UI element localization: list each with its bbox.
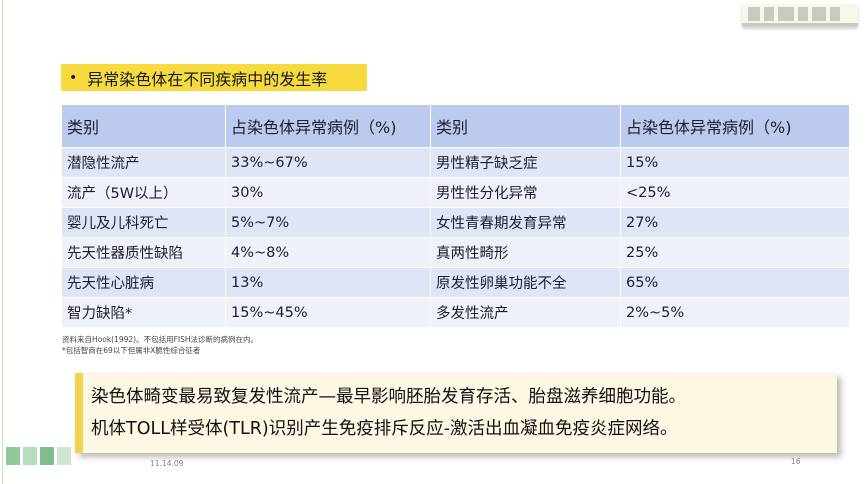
table-cell: 4%~8%	[225, 237, 431, 268]
table-cell: 33%~67%	[225, 147, 431, 178]
blurred-watermark	[742, 4, 858, 26]
table-cell: 流产（5W以上）	[61, 177, 226, 208]
table-cell: 潜隐性流产	[61, 147, 226, 178]
table-cell: 65%	[620, 267, 850, 298]
table-cell: 多发性流产	[430, 297, 621, 328]
incidence-table: 类别 占染色体异常病例（%) 类别 占染色体异常病例（%) 潜隐性流产 33%~…	[61, 104, 850, 328]
blurred-logo	[0, 436, 82, 476]
bullet-icon: •	[69, 69, 78, 86]
source-note: 资料来自Hook(1992)。不包括用FISH法诊断的病例在内。	[62, 335, 259, 344]
table-cell: 先天性器质性缺陷	[61, 237, 226, 268]
table-row: 婴儿及儿科死亡 5%~7% 女性青春期发育异常 27%	[61, 207, 850, 238]
left-rule	[2, 0, 3, 484]
callout-line: 机体TOLL样受体(TLR)识别产生免疫排斥反应-激活出血凝血免疫炎症网络。	[91, 419, 678, 439]
column-header: 类别	[61, 104, 226, 148]
callout-line: 染色体畸变最易致复发性流产—最早影响胚胎发育存活、胎盘滋养细胞功能。	[91, 387, 686, 407]
table-cell: 男性性分化异常	[430, 177, 621, 208]
table-cell: 男性精子缺乏症	[430, 147, 621, 178]
table-row: 先天性器质性缺陷 4%~8% 真两性畸形 25%	[61, 237, 850, 268]
table-row: 流产（5W以上） 30% 男性性分化异常 <25%	[61, 177, 850, 208]
table-cell: 2%~5%	[620, 297, 850, 328]
table-cell: 15%	[620, 147, 850, 178]
table-cell: 智力缺陷*	[61, 297, 226, 328]
table-cell: 真两性畸形	[430, 237, 621, 268]
footnote: *包括智商在69以下但属非X脆性综合征者	[62, 346, 201, 355]
table-cell: 婴儿及儿科死亡	[61, 207, 226, 238]
table-cell: 5%~7%	[225, 207, 431, 238]
table-cell: 13%	[225, 267, 431, 298]
table-row: 先天性心脏病 13% 原发性卵巢功能不全 65%	[61, 267, 850, 298]
page-number: 16	[791, 457, 801, 466]
table-cell: 27%	[620, 207, 850, 238]
table-cell: 15%~45%	[225, 297, 431, 328]
section-heading-text: 异常染色体在不同疾病中的发生率	[87, 69, 328, 89]
table-cell: 女性青春期发育异常	[430, 207, 621, 238]
column-header: 占染色体异常病例（%)	[620, 104, 850, 148]
table-row: 潜隐性流产 33%~67% 男性精子缺乏症 15%	[61, 147, 850, 178]
footer-date: 11.14.09	[150, 459, 184, 468]
table-cell: 原发性卵巢功能不全	[430, 267, 621, 298]
column-header: 占染色体异常病例（%)	[225, 104, 431, 148]
column-header: 类别	[430, 104, 621, 148]
table-header-row: 类别 占染色体异常病例（%) 类别 占染色体异常病例（%)	[61, 104, 850, 148]
table-cell: 30%	[225, 177, 431, 208]
table-cell: 25%	[620, 237, 850, 268]
source-notes: 资料来自Hook(1992)。不包括用FISH法诊断的病例在内。 *包括智商在6…	[62, 334, 258, 356]
table-row: 智力缺陷* 15%~45% 多发性流产 2%~5%	[61, 297, 850, 328]
table-cell: 先天性心脏病	[61, 267, 226, 298]
section-heading: • 异常染色体在不同疾病中的发生率	[61, 64, 367, 91]
callout-box: 染色体畸变最易致复发性流产—最早影响胚胎发育存活、胎盘滋养细胞功能。 机体TOL…	[75, 373, 837, 453]
table-cell: <25%	[620, 177, 850, 208]
